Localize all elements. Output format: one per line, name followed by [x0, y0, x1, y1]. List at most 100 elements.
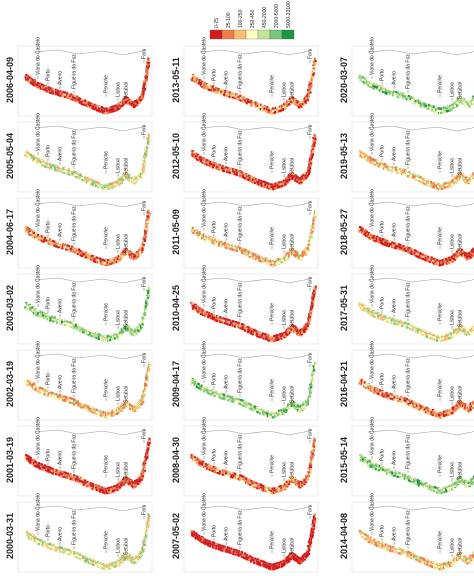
coast-cell [140, 552, 143, 556]
coast-cell [307, 91, 310, 94]
coast-cell [26, 307, 29, 311]
coast-cell [198, 307, 201, 310]
coast-cell [229, 247, 232, 250]
coast-cell [106, 263, 110, 266]
coast-cell [144, 156, 147, 159]
coast-cell [36, 84, 39, 87]
coast-cell [66, 400, 69, 404]
coast-cell [293, 102, 296, 105]
coast-cell [68, 549, 71, 552]
coast-cell [193, 383, 196, 387]
coast-cell [81, 480, 84, 483]
coast-cell [119, 102, 122, 106]
coast-cell [234, 397, 238, 400]
city-label: Figueira da Foz [72, 54, 78, 89]
coast-cell [199, 386, 202, 389]
coast-cell [285, 409, 288, 412]
coast-cell [32, 462, 36, 465]
coast-cell [192, 231, 195, 235]
coast-cell [44, 315, 48, 318]
coast-cell [95, 332, 98, 335]
coast-cell [103, 259, 106, 262]
coast-cell [123, 557, 126, 560]
coast-cell [143, 545, 146, 548]
coast-cell [298, 333, 302, 337]
coast-cell [314, 209, 317, 212]
coast-cell [144, 380, 148, 384]
coast-cell [209, 165, 212, 168]
coast-cell [298, 410, 301, 413]
coast-cell [200, 156, 203, 159]
coast-cell [218, 394, 221, 397]
coast-cell [96, 180, 99, 184]
coast-cell [281, 108, 284, 111]
coast-cell [46, 546, 49, 549]
coast-cell [300, 105, 303, 108]
coast-cell [134, 405, 138, 408]
coast-cell [126, 480, 130, 483]
coast-cell [112, 257, 115, 260]
coast-cell [116, 336, 119, 339]
coast-cell [209, 464, 212, 467]
coast-cell [310, 306, 313, 309]
coast-cell [67, 169, 71, 172]
coast-cell [117, 406, 120, 410]
coast-cell [114, 411, 117, 414]
coast-cell [296, 180, 299, 183]
coast-cell [278, 109, 281, 112]
coast-cell [144, 308, 147, 311]
coast-cell [104, 335, 107, 339]
coast-cell [266, 108, 269, 111]
coast-cell [289, 249, 292, 252]
coast-cell [143, 79, 146, 82]
city-label: Viana do Castelo [36, 265, 42, 303]
coast-cell [193, 380, 196, 383]
coast-cell [61, 242, 65, 246]
coast-cell [116, 106, 119, 109]
coast-cell [82, 405, 85, 408]
coast-cell [310, 74, 313, 77]
coast-cell [143, 543, 147, 546]
coast-cell [221, 241, 224, 244]
coast-cell [203, 390, 206, 393]
coast-cell [103, 568, 107, 571]
coast-cell [309, 465, 312, 469]
coast-cell [284, 486, 287, 489]
coast-cell [89, 408, 92, 411]
coast-cell [211, 241, 214, 244]
coast-cell [214, 238, 217, 241]
coast-cell [275, 262, 278, 265]
map-frame [17, 273, 153, 345]
coast-cell [101, 111, 105, 114]
coast-cell [211, 467, 214, 470]
coast-cell [214, 471, 218, 474]
coast-cell [115, 182, 118, 185]
coast-cell [254, 105, 257, 109]
coast-cell [38, 158, 41, 161]
coast-cell [71, 402, 74, 405]
coast-cell [250, 330, 253, 333]
coast-cell [313, 141, 317, 144]
coast-cell [226, 169, 229, 172]
coast-cell [232, 400, 235, 404]
coast-cell [197, 383, 200, 386]
coast-cell [72, 170, 75, 173]
coast-cell [216, 319, 219, 323]
coast-cell [52, 470, 56, 473]
coast-cell [311, 306, 314, 309]
coast-cell [312, 219, 315, 222]
coast-cell [105, 110, 109, 113]
coast-cell [128, 179, 131, 182]
coast-cell [268, 488, 271, 491]
coast-cell [259, 488, 262, 491]
coast-cell [214, 467, 217, 470]
coast-cell [65, 319, 68, 323]
coast-cell [57, 246, 60, 249]
coast-cell [77, 404, 80, 407]
coast-cell [218, 168, 221, 171]
coast-cell [73, 246, 76, 250]
coast-cell [101, 489, 105, 492]
coast-cell [78, 177, 81, 180]
coast-cell [45, 467, 48, 470]
